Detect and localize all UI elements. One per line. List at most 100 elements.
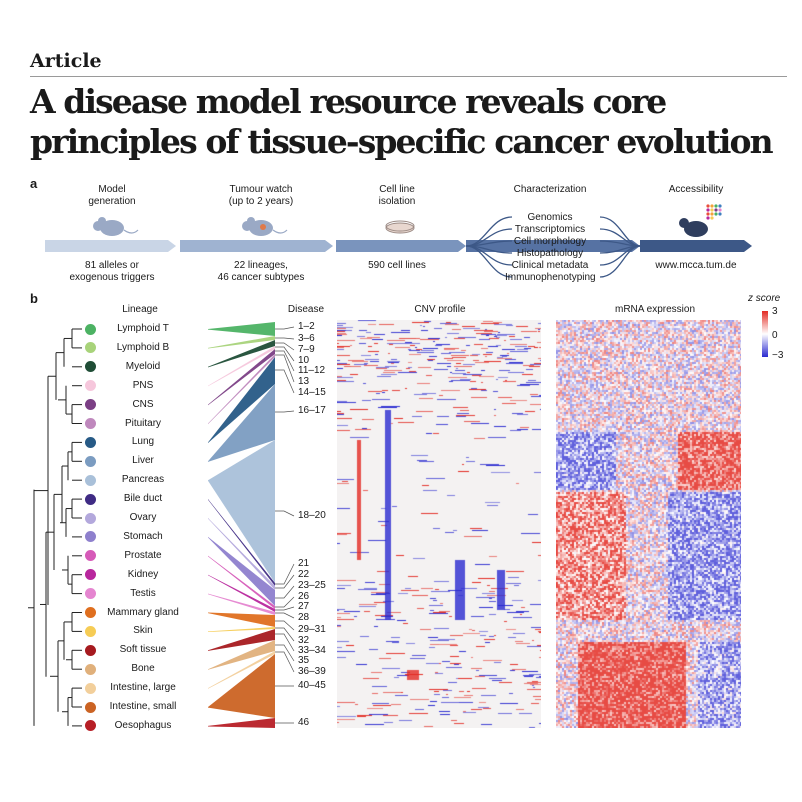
disease-label: 26 — [298, 591, 310, 602]
lineage-label: Skin — [133, 625, 153, 637]
disease-leader-line — [275, 633, 295, 652]
article-title: A disease model resource reveals core pr… — [30, 82, 800, 162]
disease-label: 33–34 — [298, 645, 326, 656]
data-dot-icon — [718, 204, 722, 208]
data-dot-icon — [706, 204, 710, 208]
disease-fan-band — [208, 627, 275, 632]
lineage-color-dot — [85, 663, 96, 675]
lineage-color-dot — [85, 569, 96, 581]
disease-leader-line — [275, 337, 295, 340]
pipeline-arrow-segment — [45, 240, 176, 252]
lineage-color-dot — [85, 399, 96, 411]
disease-label: 21 — [298, 558, 310, 569]
disease-fan-band — [208, 654, 275, 718]
disease-fan-band — [208, 440, 275, 583]
pipeline-arrow-segment — [640, 240, 752, 252]
disease-fan-band — [208, 499, 275, 586]
char-item: Immunophenotyping — [505, 272, 596, 283]
disease-label: 40–45 — [298, 680, 326, 691]
lineage-color-dot — [85, 342, 96, 354]
disease-label: 32 — [298, 635, 310, 646]
lineage-label: Pancreas — [121, 474, 165, 486]
stage-title-characterization: Characterization — [513, 184, 587, 195]
access-mouse-head-icon — [679, 218, 689, 228]
data-dot-icon — [710, 208, 714, 212]
lineage-color-dot — [85, 418, 96, 429]
zscore-max: 3 — [772, 306, 778, 317]
lineage-color-dot — [85, 531, 96, 543]
lineage-color-dot — [85, 323, 96, 335]
lineage-color-dot — [85, 682, 96, 694]
lineage-label: Stomach — [123, 530, 163, 542]
header-lineage: Lineage — [122, 304, 158, 315]
data-dot-icon — [706, 216, 710, 220]
disease-label: 13 — [298, 376, 310, 387]
zscore-colorbar — [762, 311, 768, 357]
lineage-label: Kidney — [127, 568, 159, 580]
disease-label: 11–12 — [298, 365, 326, 376]
mouse-icon — [100, 220, 124, 236]
lineage-color-dot — [85, 493, 96, 505]
lineage-color-dot — [85, 455, 96, 467]
mouse-icon-head — [93, 221, 103, 231]
stage-caption-accessibility[interactable]: www.mcca.tum.de — [655, 260, 737, 271]
fan-line-left — [465, 245, 513, 278]
disease-fan-band — [208, 322, 275, 336]
lineage-label: Pituitary — [124, 417, 162, 429]
mrna-heatmap — [556, 320, 741, 728]
disease-label: 7–9 — [298, 344, 315, 355]
disease-fan-band — [208, 593, 275, 615]
lineage-label: Prostate — [124, 549, 162, 561]
disease-fan-band — [208, 354, 275, 425]
data-dot-icon — [710, 212, 714, 216]
zscore-mid: 0 — [772, 330, 778, 341]
disease-leader-line — [275, 651, 295, 673]
disease-label: 18–20 — [298, 510, 326, 521]
data-dot-icon — [718, 212, 722, 216]
mouse-tumour-icon-tumour — [260, 224, 266, 230]
lineage-label: Testis — [130, 587, 156, 599]
header-cnv: CNV profile — [414, 304, 466, 315]
disease-leader-line — [275, 627, 295, 642]
disease-fan-band — [208, 349, 275, 406]
lineage-color-dot — [85, 625, 96, 637]
disease-fan-band — [208, 640, 275, 670]
disease-label: 29–31 — [298, 624, 326, 635]
disease-fan-band — [208, 346, 275, 387]
disease-leader-line — [275, 354, 295, 383]
petri-dish-lid-icon — [385, 220, 415, 232]
lineage-color-dot — [85, 361, 96, 373]
lineage-label: Mammary gland — [107, 606, 179, 618]
disease-leader-line — [275, 350, 295, 372]
stage-caption-cell-line: 590 cell lines — [368, 260, 426, 271]
cnv-heatmap — [337, 320, 541, 728]
lineage-label: Oesophagus — [114, 719, 172, 731]
pipeline-arrow-segment — [466, 240, 640, 252]
disease-fan-band — [208, 651, 275, 689]
mouse-tumour-icon-tail — [272, 229, 288, 234]
disease-leader-line — [275, 346, 295, 362]
lineage-label: Intestine, large — [110, 682, 176, 694]
lineage-label: Ovary — [129, 512, 157, 523]
data-dot-icon — [710, 216, 714, 220]
title-line-1: A disease model resource reveals core — [30, 82, 667, 121]
lineage-label: Bile duct — [123, 493, 163, 505]
disease-leader-line — [275, 410, 295, 413]
disease-leader-line — [275, 596, 295, 608]
char-item: Clinical metadata — [511, 260, 589, 271]
panel-a-letter: a — [30, 176, 38, 191]
article-section-label: Article — [30, 50, 102, 72]
mouse-tumour-icon-head — [242, 221, 252, 231]
lineage-label: Myeloid — [125, 360, 161, 372]
title-line-2: principles of tissue-specific cancer evo… — [30, 122, 774, 161]
data-dot-icon — [706, 208, 710, 212]
lineage-label: Bone — [131, 663, 155, 675]
stage-title-cell-line: Cell line isolation — [378, 184, 416, 207]
header-disease: Disease — [287, 304, 325, 315]
disease-fan-band — [208, 536, 275, 606]
lineage-label: Soft tissue — [119, 644, 167, 656]
disease-leader-line — [275, 563, 295, 585]
disease-leader-line — [275, 574, 295, 589]
disease-fan-band — [208, 612, 275, 627]
header-rule — [30, 76, 787, 77]
